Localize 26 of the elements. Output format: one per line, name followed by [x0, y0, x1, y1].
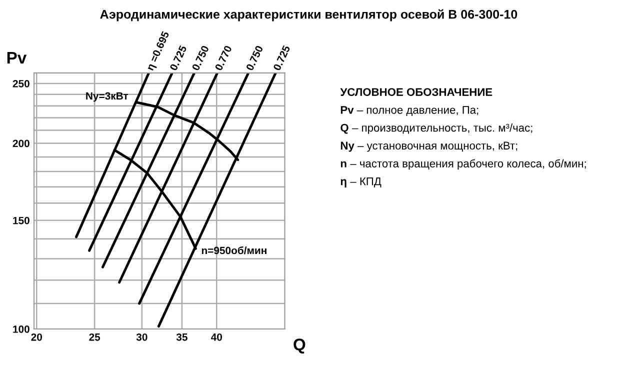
text: n – частота вращения рабочего колеса, об/мин;	[340, 159, 586, 170]
text: η – КПД	[340, 178, 382, 188]
series-label: n=950об/мин	[202, 246, 266, 254]
text: УСЛОВНОЕ ОБОЗНАЧЕНИЕ	[340, 88, 492, 96]
y-tick-label: 250	[12, 80, 30, 88]
text: Ny – установочная мощность, кВт;	[340, 142, 518, 152]
y-tick-label: 200	[12, 140, 30, 148]
text: 0.750	[192, 45, 210, 72]
text: 0.725	[170, 44, 187, 72]
y-tick-label: 100	[13, 325, 30, 333]
x-tick-label: 40	[210, 333, 222, 341]
text: η =0.695	[146, 30, 172, 72]
y-axis-title: Pv	[7, 52, 27, 64]
text: Q – производительность, тыс. м³/час;	[340, 124, 532, 134]
x-tick-label: 35	[176, 333, 188, 341]
x-axis-title: Q	[294, 338, 306, 354]
text: Pv – полное давление, Па;	[340, 106, 478, 116]
text: 0.750	[246, 45, 264, 72]
x-tick-label: 25	[89, 333, 100, 341]
text: 0.770	[214, 45, 232, 72]
x-tick-label: 30	[136, 333, 148, 341]
series-label: Ny=3кВт	[86, 92, 128, 102]
chart-title: Аэродинамические характеристики вентилятор осевой В 06-300-10	[100, 9, 518, 22]
text: 0.725	[273, 44, 290, 72]
x-tick-label: 20	[31, 333, 42, 341]
y-tick-label: 150	[13, 216, 30, 224]
